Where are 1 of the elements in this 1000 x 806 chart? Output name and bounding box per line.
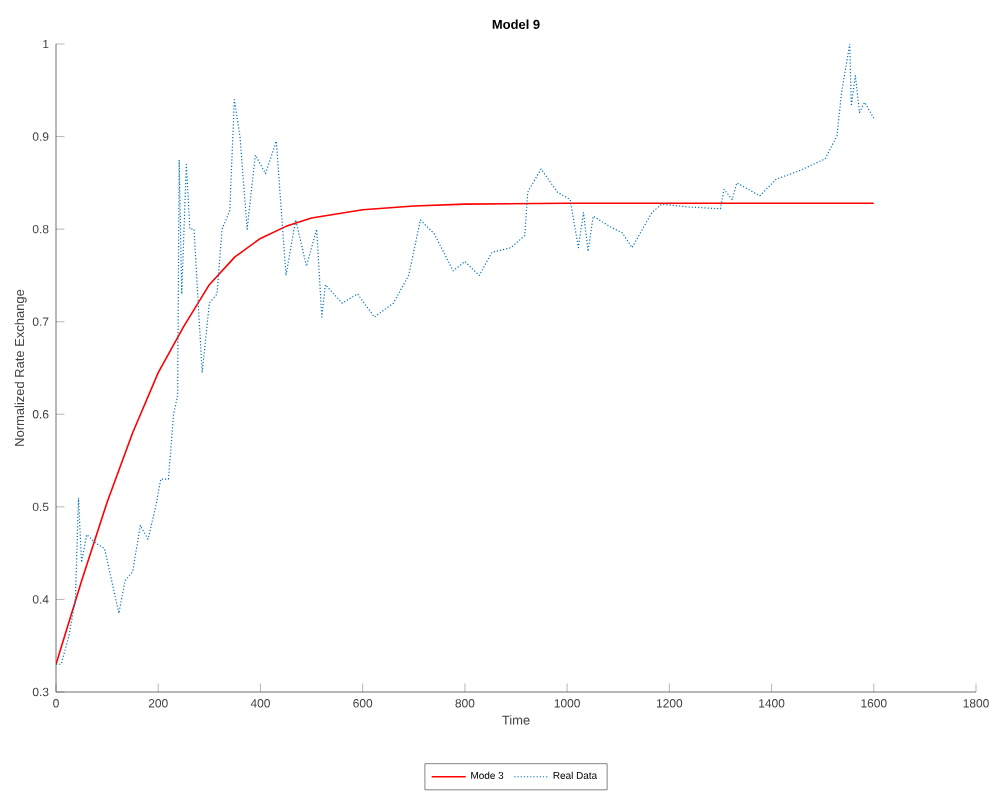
line-series: [56, 44, 875, 665]
